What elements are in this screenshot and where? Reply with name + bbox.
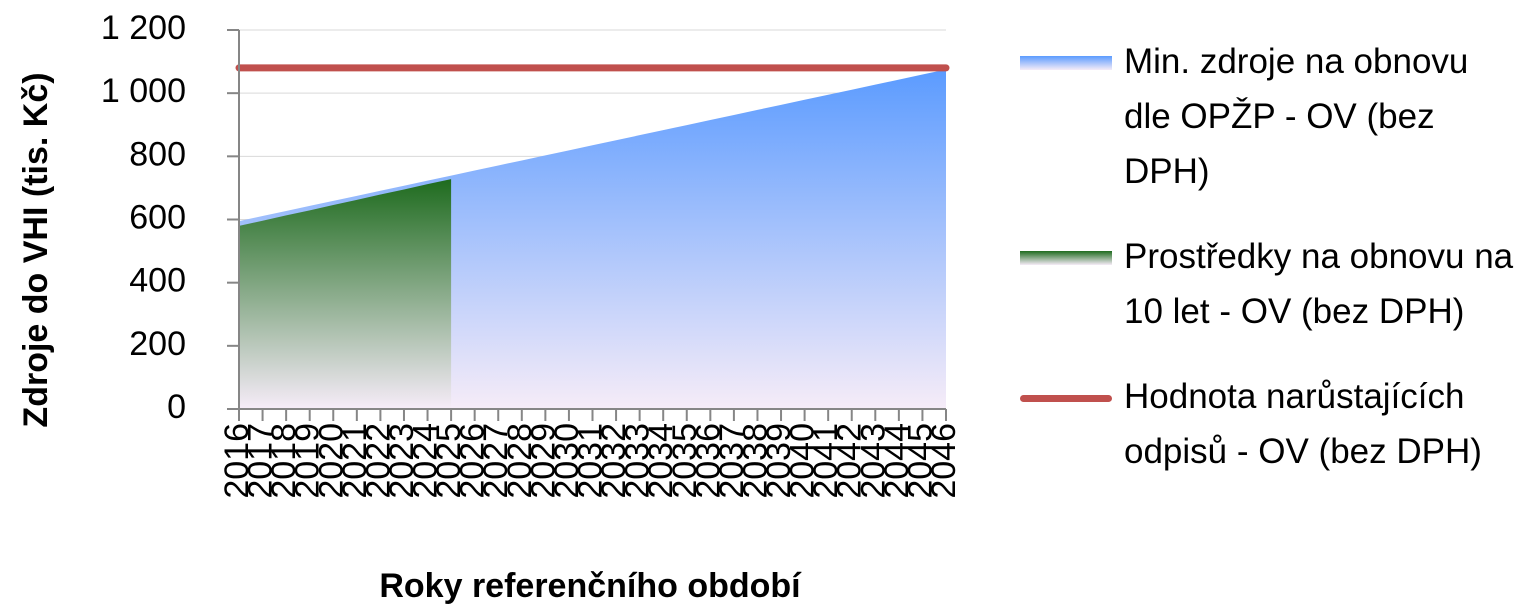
x-tick-label: 2022 <box>359 423 397 499</box>
x-tick-label: 2018 <box>265 423 303 499</box>
legend-item: Min. zdroje na obnovu dle OPŽP - OV (bez… <box>1020 34 1520 199</box>
y-tick-label: 400 <box>129 262 186 300</box>
x-tick-label: 2025 <box>430 423 468 499</box>
x-tick-label: 2037 <box>713 423 751 499</box>
area <box>239 179 452 409</box>
x-tick-label: 2046 <box>925 423 963 499</box>
x-axis-title: Roky referenčního období <box>379 567 802 605</box>
y-tick-label: 200 <box>129 325 186 363</box>
x-tick-label: 2017 <box>242 423 280 499</box>
legend-label: Prostředky na obnovu na 10 let - OV (bez… <box>1124 237 1514 331</box>
x-tick-label: 2039 <box>760 423 798 499</box>
x-tick-label: 2034 <box>642 423 680 499</box>
x-tick-label: 2024 <box>407 423 445 499</box>
x-tick-label: 2026 <box>454 423 492 499</box>
legend-label: Min. zdroje na obnovu dle OPŽP - OV (bez… <box>1124 42 1469 191</box>
x-tick-label: 2038 <box>736 423 774 499</box>
x-tick-label: 2044 <box>878 423 916 499</box>
x-tick-label: 2033 <box>619 423 657 499</box>
x-tick-label: 2021 <box>336 423 374 499</box>
x-tick-label: 2031 <box>571 423 609 499</box>
x-tick-label: 2016 <box>218 423 256 499</box>
x-tick-label: 2043 <box>854 423 892 499</box>
x-tick-label: 2020 <box>312 423 350 499</box>
x-tick-label: 2035 <box>666 423 704 499</box>
legend-label: Hodnota narůstajících odpisů - OV (bez D… <box>1124 377 1482 471</box>
x-tick-label: 2019 <box>289 423 327 499</box>
legend: Min. zdroje na obnovu dle OPŽP - OV (bez… <box>1020 34 1520 509</box>
x-tick-label: 2030 <box>548 423 586 499</box>
x-tick-label: 2041 <box>807 423 845 499</box>
x-tick-label: 2029 <box>524 423 562 499</box>
legend-swatch <box>1020 395 1112 402</box>
x-tick-label: 2040 <box>784 423 822 499</box>
x-tick-label: 2042 <box>831 423 869 499</box>
chart: Zdroje do VHI (tis. Kč) Roky referenčníh… <box>17 9 963 605</box>
x-tick-label: 2023 <box>383 423 421 499</box>
legend-item: Hodnota narůstajících odpisů - OV (bez D… <box>1020 369 1520 479</box>
y-tick-label: 600 <box>129 198 186 236</box>
y-tick-label: 1 000 <box>101 72 186 110</box>
y-tick-label: 800 <box>129 135 186 173</box>
x-tick-label: 2036 <box>689 423 727 499</box>
x-tick-label: 2028 <box>501 423 539 499</box>
x-tick-label: 2032 <box>595 423 633 499</box>
y-tick-label: 1 200 <box>101 9 186 47</box>
y-tick-label: 0 <box>167 388 186 426</box>
x-tick-label: 2045 <box>901 423 939 499</box>
legend-swatch <box>1020 251 1112 265</box>
y-axis-title: Zdroje do VHI (tis. Kč) <box>17 72 55 427</box>
x-tick-label: 2027 <box>477 423 515 499</box>
legend-item: Prostředky na obnovu na 10 let - OV (bez… <box>1020 229 1520 339</box>
legend-swatch <box>1020 56 1112 70</box>
